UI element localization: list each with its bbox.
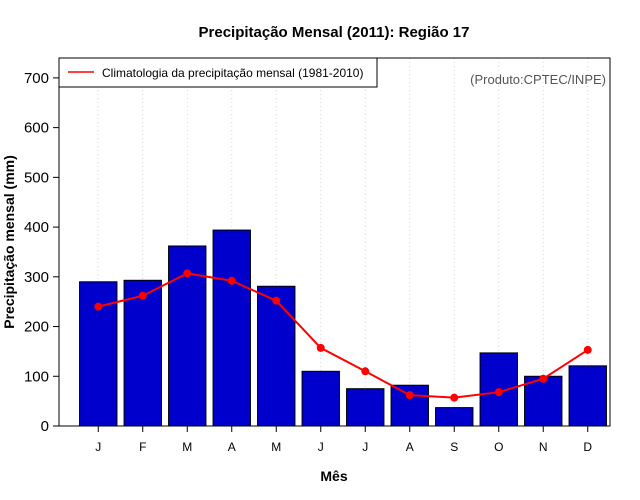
legend-label: Climatologia da precipitação mensal (198… <box>102 66 363 80</box>
x-tick-label: J <box>318 440 324 454</box>
climatology-point <box>405 391 414 400</box>
bar <box>568 365 607 427</box>
chart-title: Precipitação Mensal (2011): Região 17 <box>199 24 470 41</box>
climatology-point <box>539 374 548 383</box>
x-tick-label: O <box>494 440 503 454</box>
bar <box>435 407 474 427</box>
climatology-point <box>361 367 370 376</box>
y-tick-label: 400 <box>24 219 49 236</box>
climatology-point <box>583 345 592 354</box>
x-tick-label: J <box>362 440 368 454</box>
x-tick-label: A <box>406 440 414 454</box>
x-tick-label: D <box>583 440 592 454</box>
y-tick-label: 300 <box>24 269 49 286</box>
bar <box>301 370 340 427</box>
bar <box>257 285 296 427</box>
climatology-point <box>94 302 103 311</box>
bar <box>123 279 162 427</box>
y-tick-label: 500 <box>24 169 49 186</box>
legend-box <box>58 57 378 88</box>
x-tick-label: N <box>539 440 548 454</box>
bar-series <box>79 229 607 427</box>
x-tick-label: M <box>271 440 281 454</box>
axes: 0 100 200 300 400 500 600 700 J F M A M J J A S O N D <box>24 70 592 454</box>
y-axis-label: Precipitação mensal (mm) <box>1 155 17 329</box>
x-tick-label: J <box>95 440 101 454</box>
bar <box>212 229 251 427</box>
climatology-point <box>272 296 281 305</box>
climatology-point <box>183 269 192 278</box>
y-tick-label: 100 <box>24 368 49 385</box>
climatology-point <box>494 388 503 397</box>
y-tick-label: 0 <box>41 418 49 435</box>
climatology-series <box>94 269 592 402</box>
x-axis-label: Mês <box>320 468 347 484</box>
x-tick-label: A <box>228 440 236 454</box>
bar <box>524 375 563 427</box>
x-tick-label: S <box>450 440 458 454</box>
climatology-line <box>98 272 589 399</box>
climatology-point <box>450 393 459 402</box>
climatology-point <box>138 291 147 300</box>
y-tick-label: 700 <box>24 70 49 87</box>
legend: Climatologia da precipitação mensal (198… <box>58 57 378 88</box>
climatology-point <box>227 276 236 285</box>
bar <box>346 388 385 427</box>
x-tick-label: M <box>182 440 192 454</box>
y-tick-label: 200 <box>24 319 49 336</box>
climatology-point <box>316 343 325 352</box>
x-tick-label: F <box>139 440 146 454</box>
y-tick-label: 600 <box>24 120 49 137</box>
credit-text: (Produto:CPTEC/INPE) <box>470 72 606 87</box>
